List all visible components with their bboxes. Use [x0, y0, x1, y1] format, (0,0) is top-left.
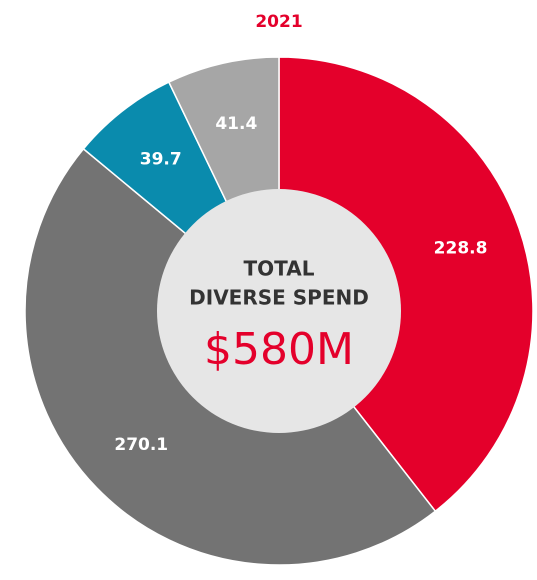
donut-slice	[278, 56, 534, 513]
slice-label: 39.7	[140, 150, 182, 170]
slice-label: 228.8	[434, 239, 488, 259]
slice-label: 41.4	[215, 114, 257, 134]
center-text: DIVERSE SPEND	[189, 286, 369, 310]
donut-hole	[157, 189, 401, 433]
center-text: TOTAL	[244, 257, 315, 281]
center-value: $580M	[204, 324, 354, 375]
slice-label: 270.1	[114, 435, 168, 455]
chart-title: 2021	[255, 12, 302, 32]
